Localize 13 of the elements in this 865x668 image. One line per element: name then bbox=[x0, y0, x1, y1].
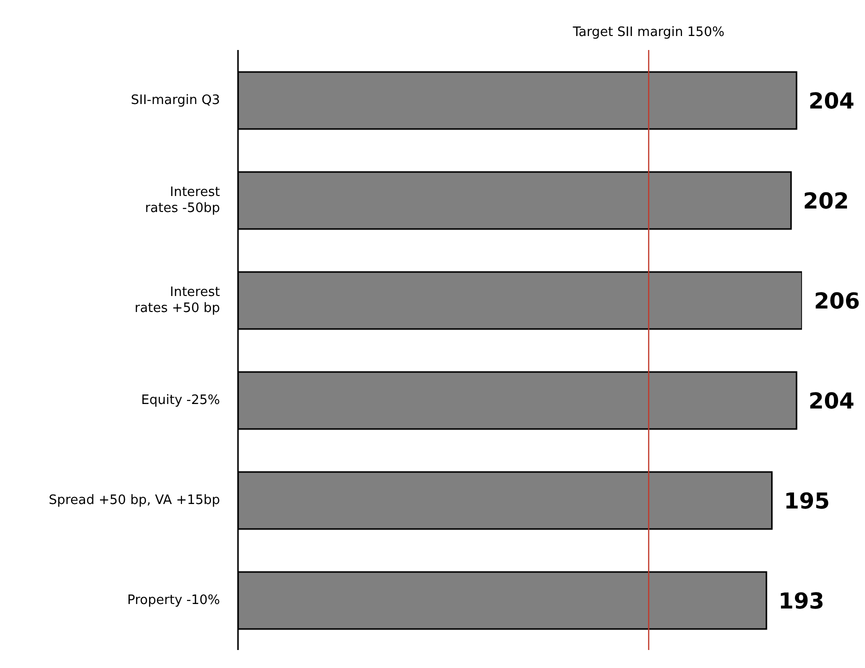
data-label: 206 bbox=[814, 289, 860, 314]
data-label: 202 bbox=[803, 189, 849, 214]
y-tick-label: Interest rates +50 bp bbox=[134, 284, 220, 316]
y-tick-label: Equity -25% bbox=[141, 392, 220, 408]
y-tick-label: Property -10% bbox=[127, 592, 220, 608]
data-label: 193 bbox=[778, 589, 824, 614]
ref-line-label: Target SII margin 150% bbox=[572, 25, 724, 40]
y-tick-label: Interest rates -50bp bbox=[144, 184, 220, 216]
data-label: 204 bbox=[808, 89, 854, 114]
y-tick-label: Spread +50 bp, VA +15bp bbox=[48, 492, 220, 508]
y-tick-label: SII-margin Q3 bbox=[130, 92, 220, 108]
data-label: 195 bbox=[784, 489, 830, 514]
data-label: 204 bbox=[808, 389, 854, 414]
